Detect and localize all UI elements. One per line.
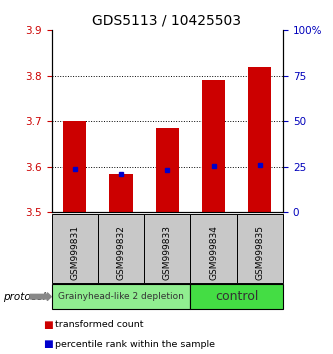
Text: GSM999835: GSM999835 [255,225,264,280]
Text: Grainyhead-like 2 depletion: Grainyhead-like 2 depletion [58,292,184,301]
Text: GSM999833: GSM999833 [163,225,172,280]
Text: transformed count: transformed count [55,320,144,330]
Text: ■: ■ [43,320,53,330]
Text: percentile rank within the sample: percentile rank within the sample [55,340,215,349]
Text: protocol: protocol [3,292,46,302]
Text: GDS5113 / 10425503: GDS5113 / 10425503 [92,13,241,28]
Bar [202,80,225,212]
Text: ■: ■ [43,339,53,349]
Text: GSM999831: GSM999831 [70,225,79,280]
Bar [248,67,271,212]
Text: control: control [215,290,258,303]
Bar [110,174,133,212]
Text: GSM999832: GSM999832 [117,225,126,280]
Text: GSM999834: GSM999834 [209,225,218,280]
Bar [156,128,179,212]
Bar [63,121,86,212]
